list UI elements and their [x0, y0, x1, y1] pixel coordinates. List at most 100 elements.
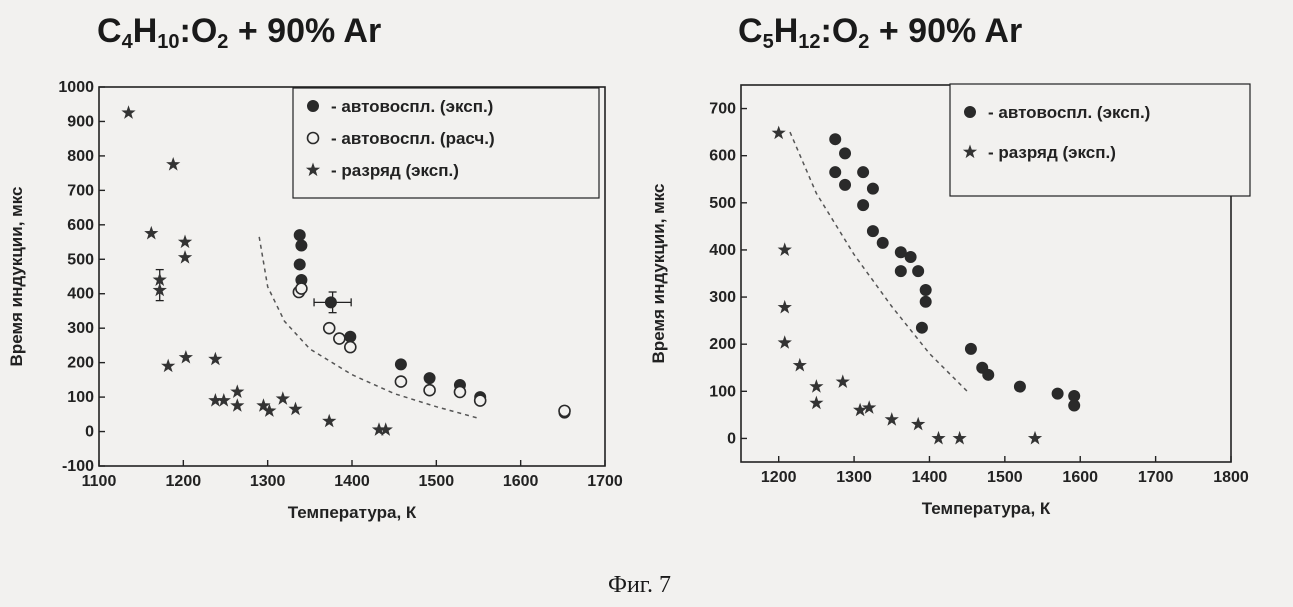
y-tick-label: 700 — [709, 101, 736, 118]
y-tick-label: 700 — [67, 182, 94, 199]
data-point — [830, 134, 841, 145]
y-tick-label: -100 — [62, 458, 94, 475]
y-tick-label: 200 — [709, 336, 736, 353]
y-tick-label: 500 — [709, 195, 736, 212]
data-point — [793, 358, 807, 372]
data-point — [1028, 431, 1042, 445]
data-point — [1014, 381, 1025, 392]
data-point — [867, 183, 878, 194]
data-point — [454, 386, 465, 397]
data-point — [144, 226, 158, 240]
data-point — [345, 342, 356, 353]
data-point — [559, 405, 570, 416]
legend-marker — [308, 133, 319, 144]
data-point — [778, 242, 792, 256]
data-point — [230, 384, 244, 398]
data-point — [178, 235, 192, 249]
y-tick-label: 300 — [67, 320, 94, 337]
y-axis-label: Время индукции, мкс — [649, 184, 668, 364]
data-point — [778, 300, 792, 314]
data-point — [895, 266, 906, 277]
data-point — [809, 396, 823, 410]
y-tick-label: 1000 — [58, 79, 94, 96]
data-point — [296, 240, 307, 251]
data-point — [324, 323, 335, 334]
legend-label: - разряд (эксп.) — [331, 161, 459, 180]
data-point — [294, 259, 305, 270]
data-point — [867, 226, 878, 237]
y-tick-label: 300 — [709, 289, 736, 306]
data-point — [322, 414, 336, 428]
x-tick-label: 1500 — [987, 469, 1023, 486]
x-tick-label: 1600 — [503, 473, 539, 490]
y-tick-label: 400 — [709, 242, 736, 259]
data-point — [840, 179, 851, 190]
data-point — [178, 250, 192, 264]
chart-2: 1200 1300 1400 1500 1600 1700 1800 0 100 200 300 40… — [649, 84, 1250, 518]
data-point — [325, 297, 336, 308]
y-tick-label: 400 — [67, 286, 94, 303]
data-point — [830, 167, 841, 178]
x-tick-label: 1600 — [1062, 469, 1098, 486]
data-point — [296, 283, 307, 294]
y-tick-label: 600 — [709, 148, 736, 165]
data-point — [858, 167, 869, 178]
data-point — [836, 374, 850, 388]
data-point — [877, 237, 888, 248]
data-point — [965, 343, 976, 354]
dashed-curve — [790, 132, 967, 391]
legend-label: - автовоспл. (эксп.) — [988, 103, 1150, 122]
legend-marker — [308, 101, 319, 112]
x-tick-label: 1200 — [761, 469, 797, 486]
data-point — [345, 331, 356, 342]
x-tick-label: 1400 — [912, 469, 948, 486]
data-point — [395, 376, 406, 387]
legend-box — [950, 84, 1250, 196]
data-point — [858, 200, 869, 211]
y-tick-label: 100 — [67, 389, 94, 406]
legend-label: - автовоспл. (эксп.) — [331, 97, 493, 116]
data-point — [166, 157, 180, 171]
y-tick-label: 600 — [67, 217, 94, 234]
x-tick-label: 1300 — [836, 469, 872, 486]
data-point — [230, 398, 244, 412]
data-point — [840, 148, 851, 159]
data-point — [424, 385, 435, 396]
x-tick-label: 1700 — [1138, 469, 1174, 486]
x-axis-label: Температура, К — [922, 499, 1051, 518]
y-tick-label: 0 — [727, 430, 736, 447]
legend-marker — [965, 107, 976, 118]
data-point — [913, 266, 924, 277]
data-point — [916, 322, 927, 333]
data-point — [983, 369, 994, 380]
data-point — [121, 105, 135, 119]
x-tick-label: 1700 — [587, 473, 623, 490]
x-tick-label: 1100 — [82, 473, 117, 490]
data-point — [161, 359, 175, 373]
data-point — [179, 350, 193, 364]
x-tick-label: 1300 — [250, 473, 286, 490]
data-point — [334, 333, 345, 344]
data-point — [276, 391, 290, 405]
x-tick-label: 1800 — [1213, 469, 1249, 486]
data-point — [931, 431, 945, 445]
data-point — [809, 379, 823, 393]
data-point — [772, 126, 786, 140]
x-tick-label: 1200 — [166, 473, 202, 490]
data-point — [895, 247, 906, 258]
y-tick-label: 100 — [709, 383, 736, 400]
legend-label: - разряд (эксп.) — [988, 143, 1116, 162]
data-point — [395, 359, 406, 370]
figure-caption: Фиг. 7 — [608, 572, 671, 599]
y-tick-label: 900 — [67, 113, 94, 130]
data-point — [208, 352, 222, 366]
data-point — [778, 335, 792, 349]
data-point — [294, 230, 305, 241]
data-point — [853, 403, 867, 417]
data-point — [288, 402, 302, 416]
y-tick-label: 200 — [67, 355, 94, 372]
x-tick-label: 1500 — [419, 473, 455, 490]
y-tick-label: 0 — [85, 424, 94, 441]
data-point — [920, 284, 931, 295]
